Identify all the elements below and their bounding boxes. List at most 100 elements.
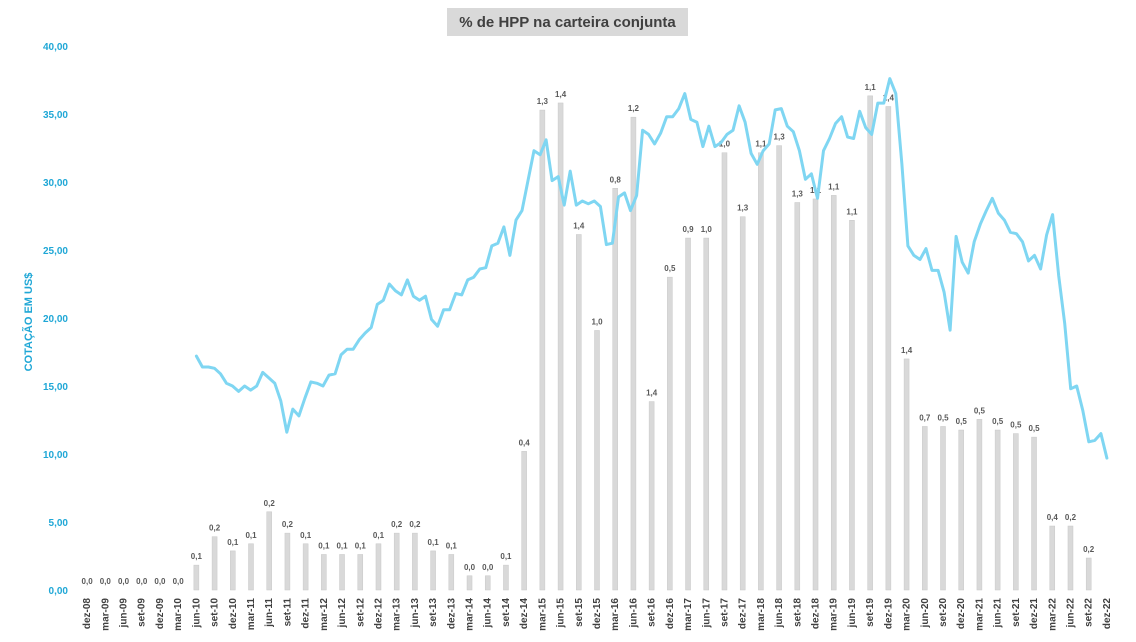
bar <box>339 554 345 591</box>
x-tick-label: dez-13 <box>446 598 457 630</box>
bar <box>739 216 746 591</box>
bar-data-label: 0,1 <box>336 541 348 550</box>
x-tick-label: dez-18 <box>811 598 822 630</box>
y-tick-label: 5,00 <box>49 518 69 529</box>
bar <box>430 550 436 591</box>
bar-data-label: 0,0 <box>464 563 476 572</box>
bar-data-label: 0,1 <box>227 538 239 547</box>
bar-data-label: 1,3 <box>792 190 804 199</box>
bar-data-label: 1,4 <box>573 221 585 230</box>
bar <box>266 511 272 591</box>
bar-labels-layer: 0,0 0,0 0,0 0,0 0,0 0,0 0,1 0,2 0,1 0,1 0,2 0,2 0,1 0… <box>82 83 1095 586</box>
bar <box>594 330 600 591</box>
y-tick-label: 25,00 <box>43 246 68 257</box>
x-tick-label: set-19 <box>865 598 876 627</box>
bar-data-label: 0,9 <box>682 225 694 234</box>
bar <box>903 358 910 591</box>
bar-data-label: 0,5 <box>956 417 968 426</box>
price-line <box>194 77 1109 460</box>
x-tick-label: jun-20 <box>920 598 931 629</box>
x-tick-label: set-21 <box>1011 598 1022 627</box>
x-tick-label: set-20 <box>938 598 949 627</box>
x-tick-label: mar-19 <box>829 598 840 631</box>
bar-data-label: 1,3 <box>537 97 549 106</box>
y-tick-label: 10,00 <box>43 450 68 461</box>
bar-data-label: 1,0 <box>591 317 603 326</box>
bar <box>885 106 892 591</box>
bar <box>812 198 819 591</box>
y-tick-label: 20,00 <box>43 314 68 325</box>
x-tick-label: dez-11 <box>301 598 312 629</box>
bar-data-label: 1,1 <box>865 83 877 92</box>
bar <box>1067 525 1074 591</box>
x-tick-label: set-17 <box>719 598 730 627</box>
x-tick-label: dez-10 <box>228 598 239 630</box>
bar-data-label: 0,5 <box>1028 424 1040 433</box>
x-tick-label: set-11 <box>282 598 293 627</box>
x-tick-label: jun-10 <box>191 598 202 629</box>
bar-data-label: 0,0 <box>173 577 185 586</box>
bar-data-label: 0,0 <box>82 577 94 586</box>
bar-data-label: 0,0 <box>118 577 130 586</box>
bar <box>1049 525 1056 591</box>
bar <box>375 543 382 591</box>
x-tick-label: mar-12 <box>319 598 330 631</box>
x-tick-label: set-18 <box>792 598 803 627</box>
bar <box>721 152 728 591</box>
bar <box>667 276 673 591</box>
x-tick-label: jun-18 <box>774 598 785 629</box>
bar <box>321 554 327 591</box>
x-tick-label: mar-10 <box>173 598 184 631</box>
bar-data-label: 0,2 <box>264 499 276 508</box>
bar-data-label: 0,0 <box>154 577 166 586</box>
x-tick-label: jun-17 <box>701 598 712 629</box>
x-tick-label: jun-11 <box>264 598 275 628</box>
x-tick-label: dez-21 <box>1029 598 1040 630</box>
y-tick-label: 15,00 <box>43 382 68 393</box>
bar-data-label: 1,4 <box>883 94 895 103</box>
bar-data-label: 0,8 <box>610 175 622 184</box>
bar <box>794 202 801 591</box>
bar-data-label: 1,3 <box>737 204 749 213</box>
y-ticks-layer: 0,00 5,00 10,00 15,00 20,00 25,00 30,00 35,00 40… <box>43 42 68 597</box>
bar <box>557 102 564 591</box>
x-tick-label: mar-16 <box>610 598 621 631</box>
x-ticks-layer: dez-08 mar-09 jun-09 set-09 dez-09 mar-10 jun-… <box>82 598 1113 631</box>
x-tick-label: jun-21 <box>993 598 1004 629</box>
y-tick-label: 40,00 <box>43 42 68 53</box>
x-tick-label: dez-12 <box>373 598 384 630</box>
bar-data-label: 0,4 <box>1047 513 1059 522</box>
bar <box>630 116 637 591</box>
bar <box>193 564 200 591</box>
x-tick-label: dez-14 <box>519 598 530 630</box>
bar <box>248 543 254 591</box>
bar <box>940 426 946 591</box>
bar-data-label: 0,1 <box>355 541 367 550</box>
x-tick-label: jun-15 <box>556 598 567 629</box>
bar-data-label: 1,1 <box>846 207 858 216</box>
bar-data-label: 1,1 <box>828 182 840 191</box>
x-tick-label: mar-21 <box>974 598 985 631</box>
x-tick-label: mar-20 <box>902 598 913 631</box>
bar-data-label: 0,0 <box>136 577 148 586</box>
bar <box>1085 557 1092 591</box>
bar-data-label: 1,4 <box>901 346 913 355</box>
bar-data-label: 0,1 <box>300 531 312 540</box>
bar-data-label: 0,5 <box>664 264 676 273</box>
bar-data-label: 0,1 <box>318 541 330 550</box>
bar-data-label: 0,2 <box>282 520 294 529</box>
x-tick-label: mar-14 <box>465 598 476 631</box>
bar <box>284 532 291 591</box>
bar <box>393 532 400 591</box>
bar-data-label: 0,7 <box>919 413 931 422</box>
bar <box>1031 436 1037 591</box>
line-layer <box>194 77 1109 460</box>
x-tick-label: mar-09 <box>100 598 111 631</box>
bar <box>612 188 618 591</box>
x-tick-label: mar-17 <box>683 598 694 631</box>
bar <box>703 237 710 591</box>
x-tick-label: jun-22 <box>1065 598 1076 629</box>
bar <box>357 554 364 591</box>
bar <box>648 401 655 591</box>
